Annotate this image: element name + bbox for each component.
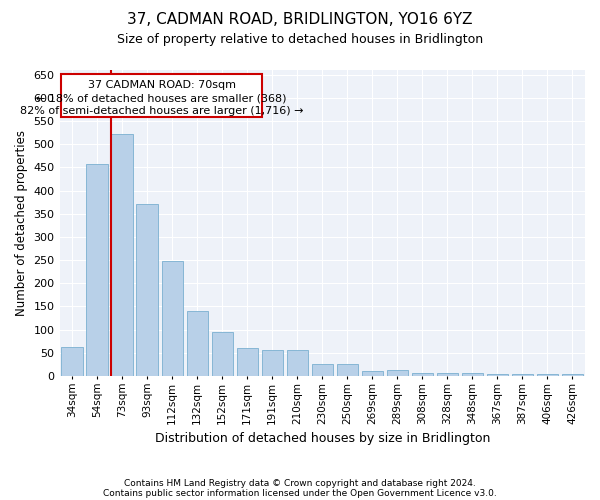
Bar (236, 348, 258, 376)
Bar (437, 373, 458, 376)
Text: ← 18% of detached houses are smaller (368): ← 18% of detached houses are smaller (36… (36, 93, 287, 103)
Bar (512, 374, 533, 376)
Bar (537, 374, 558, 376)
Text: 37, CADMAN ROAD, BRIDLINGTON, YO16 6YZ: 37, CADMAN ROAD, BRIDLINGTON, YO16 6YZ (127, 12, 473, 28)
Bar (311, 364, 333, 376)
Bar (387, 370, 408, 376)
Bar (487, 374, 508, 376)
Bar (136, 204, 158, 376)
Text: Contains HM Land Registry data © Crown copyright and database right 2024.: Contains HM Land Registry data © Crown c… (124, 478, 476, 488)
Bar (462, 373, 483, 376)
Bar (362, 372, 383, 376)
Bar (562, 374, 583, 376)
Text: Contains public sector information licensed under the Open Government Licence v3: Contains public sector information licen… (103, 488, 497, 498)
X-axis label: Distribution of detached houses by size in Bridlington: Distribution of detached houses by size … (155, 432, 490, 445)
Bar (112, 134, 133, 376)
Y-axis label: Number of detached properties: Number of detached properties (15, 130, 28, 316)
Bar (187, 311, 208, 376)
Bar (262, 350, 283, 376)
Bar (337, 364, 358, 376)
Bar (86, 164, 108, 376)
Text: Size of property relative to detached houses in Bridlington: Size of property relative to detached ho… (117, 32, 483, 46)
Text: 37 CADMAN ROAD: 70sqm: 37 CADMAN ROAD: 70sqm (88, 80, 236, 90)
Bar (161, 261, 183, 376)
Text: 82% of semi-detached houses are larger (1,716) →: 82% of semi-detached houses are larger (… (20, 106, 303, 116)
Bar (61, 347, 83, 376)
Bar (412, 372, 433, 376)
Bar (212, 332, 233, 376)
Bar (287, 350, 308, 376)
FancyBboxPatch shape (61, 74, 262, 118)
